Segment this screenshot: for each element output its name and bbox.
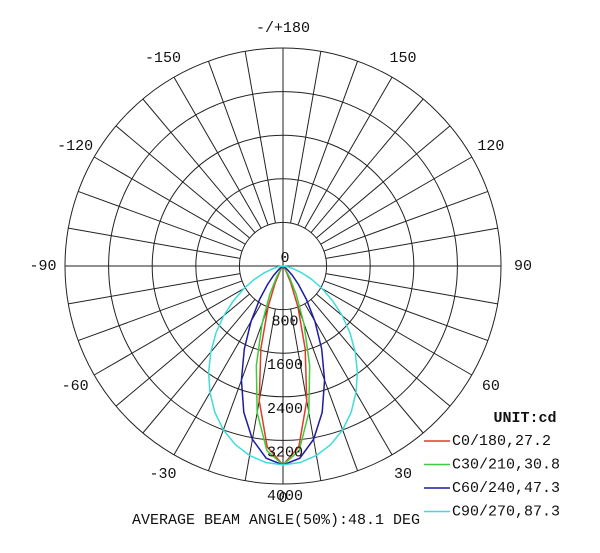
legend-label: C60/240,47.3 (452, 480, 560, 497)
grid-ray (77, 280, 243, 342)
grid-ray (323, 190, 489, 252)
grid-ray (316, 293, 451, 407)
grid-ray (244, 308, 276, 481)
grid-ray (93, 287, 246, 376)
footer: AVERAGE BEAM ANGLE(50%):48.1 DEG (132, 512, 420, 529)
grid-ray (323, 280, 489, 342)
legend-label: C90/270,87.3 (452, 503, 560, 520)
angle-tick-label: -120 (57, 138, 93, 155)
grid (64, 47, 502, 485)
intensity-curve (207, 265, 359, 466)
angle-tick-label: 30 (394, 466, 412, 483)
radial-tick-label: 2400 (267, 401, 303, 418)
grid-ray (310, 98, 424, 233)
grid-ray (290, 308, 322, 481)
radial-tick-label: 4000 (267, 488, 303, 505)
radial-tick-label: 3200 (267, 444, 303, 461)
legend-label: C0/180,27.2 (452, 433, 551, 450)
angle-tick-label: 120 (477, 138, 504, 155)
grid-ray (68, 273, 241, 305)
grid-ray (115, 125, 250, 239)
angle-tick-label: 0 (278, 490, 287, 507)
grid-ray (325, 227, 498, 259)
grid-ray (207, 306, 269, 472)
angle-tick-label: -90 (29, 258, 56, 275)
grid-ray (304, 76, 393, 229)
grid-ray (320, 287, 473, 376)
grid-ray (77, 190, 243, 252)
grid-ray (297, 306, 359, 472)
angle-tick-label: -30 (149, 466, 176, 483)
grid-ray (304, 303, 393, 456)
radial-tick-label: 1600 (267, 357, 303, 374)
legend-label: C30/210,30.8 (452, 456, 560, 473)
grid-ray (142, 299, 256, 434)
grid-ray (142, 98, 256, 233)
grid-ray (316, 125, 451, 239)
radial-tick-label: 0 (280, 250, 289, 267)
grid-ray (173, 76, 262, 229)
angle-tick-label: 90 (514, 258, 532, 275)
angle-tick-label: -/+180 (256, 20, 310, 37)
grid-ray (290, 51, 322, 224)
curves (207, 265, 359, 467)
grid-ray (93, 156, 246, 245)
grid-ray (320, 156, 473, 245)
grid-ray (310, 299, 424, 434)
angle-tick-label: -60 (62, 378, 89, 395)
radial-tick-label: 800 (271, 314, 298, 331)
grid-ray (207, 60, 269, 226)
angle-tick-label: 60 (482, 378, 500, 395)
grid-ray (115, 293, 250, 407)
unit-label: UNIT:cd (493, 410, 556, 427)
grid-ray (244, 51, 276, 224)
grid-ray (68, 227, 241, 259)
grid-ray (325, 273, 498, 305)
angle-tick-label: 150 (389, 50, 416, 67)
angle-tick-label: -150 (145, 50, 181, 67)
grid-ray (173, 303, 262, 456)
labels: -150 -120 -90 -60 -30 0 30 60 90 120 150 -/+180 C0/1… (29, 20, 560, 521)
grid-ray (297, 60, 359, 226)
